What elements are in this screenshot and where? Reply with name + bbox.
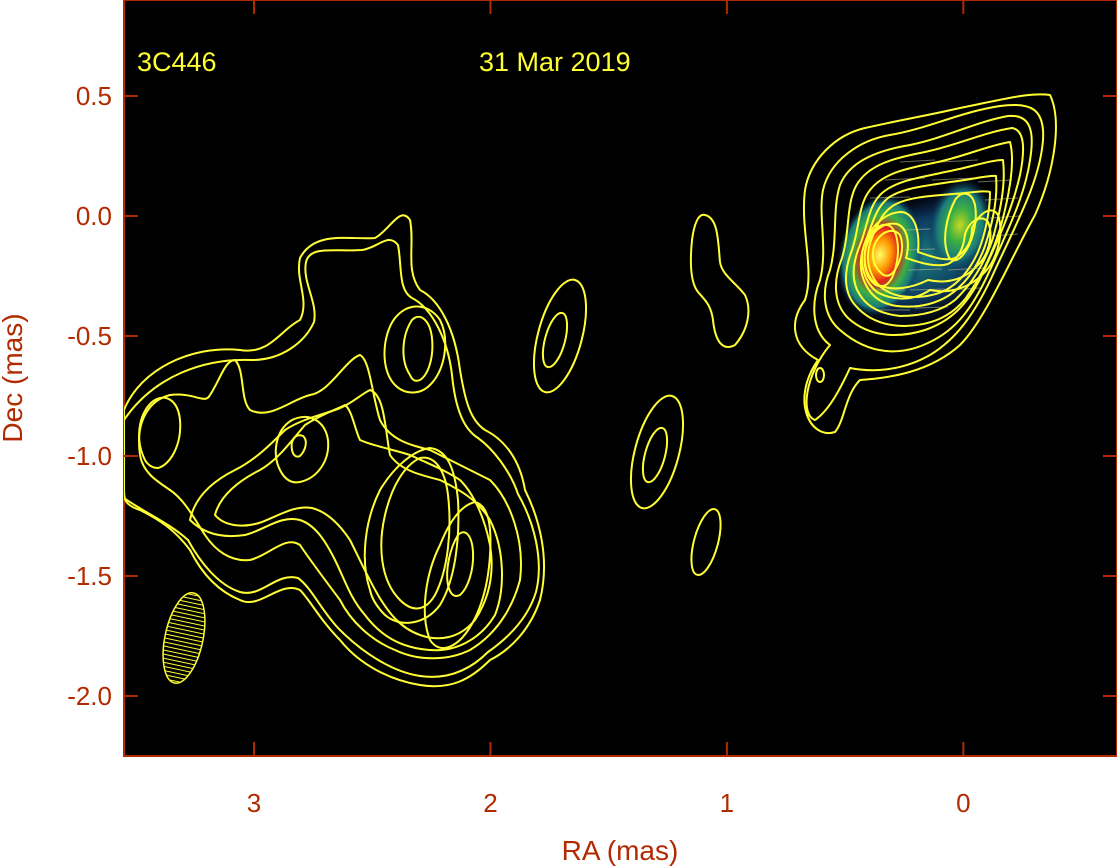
y-axis: 0.5 0.0 -0.5 -1.0 -1.5 -2.0 [67,81,1117,711]
date-label: 31 Mar 2019 [479,47,631,77]
y-tick-label: 0.5 [76,81,112,111]
contours [124,93,1057,688]
component-peak [927,177,993,273]
x-tick-label: 2 [483,788,497,818]
y-tick-label: -2.0 [67,681,112,711]
y-tick-label: -1.5 [67,561,112,591]
y-tick-label: 0.0 [76,201,112,231]
y-tick-label: -0.5 [67,321,112,351]
x-tick-label: 0 [956,788,970,818]
source-name-label: 3C446 [137,47,217,77]
beam-ellipse [162,592,206,684]
x-tick-label: 1 [720,788,734,818]
y-axis-title: Dec (mas) [0,313,28,442]
x-axis-title: RA (mas) [562,835,679,866]
y-tick-label: -1.0 [67,441,112,471]
x-axis: 3 2 1 0 [247,0,971,818]
plot-area [123,0,1117,757]
x-tick-label: 3 [247,788,261,818]
